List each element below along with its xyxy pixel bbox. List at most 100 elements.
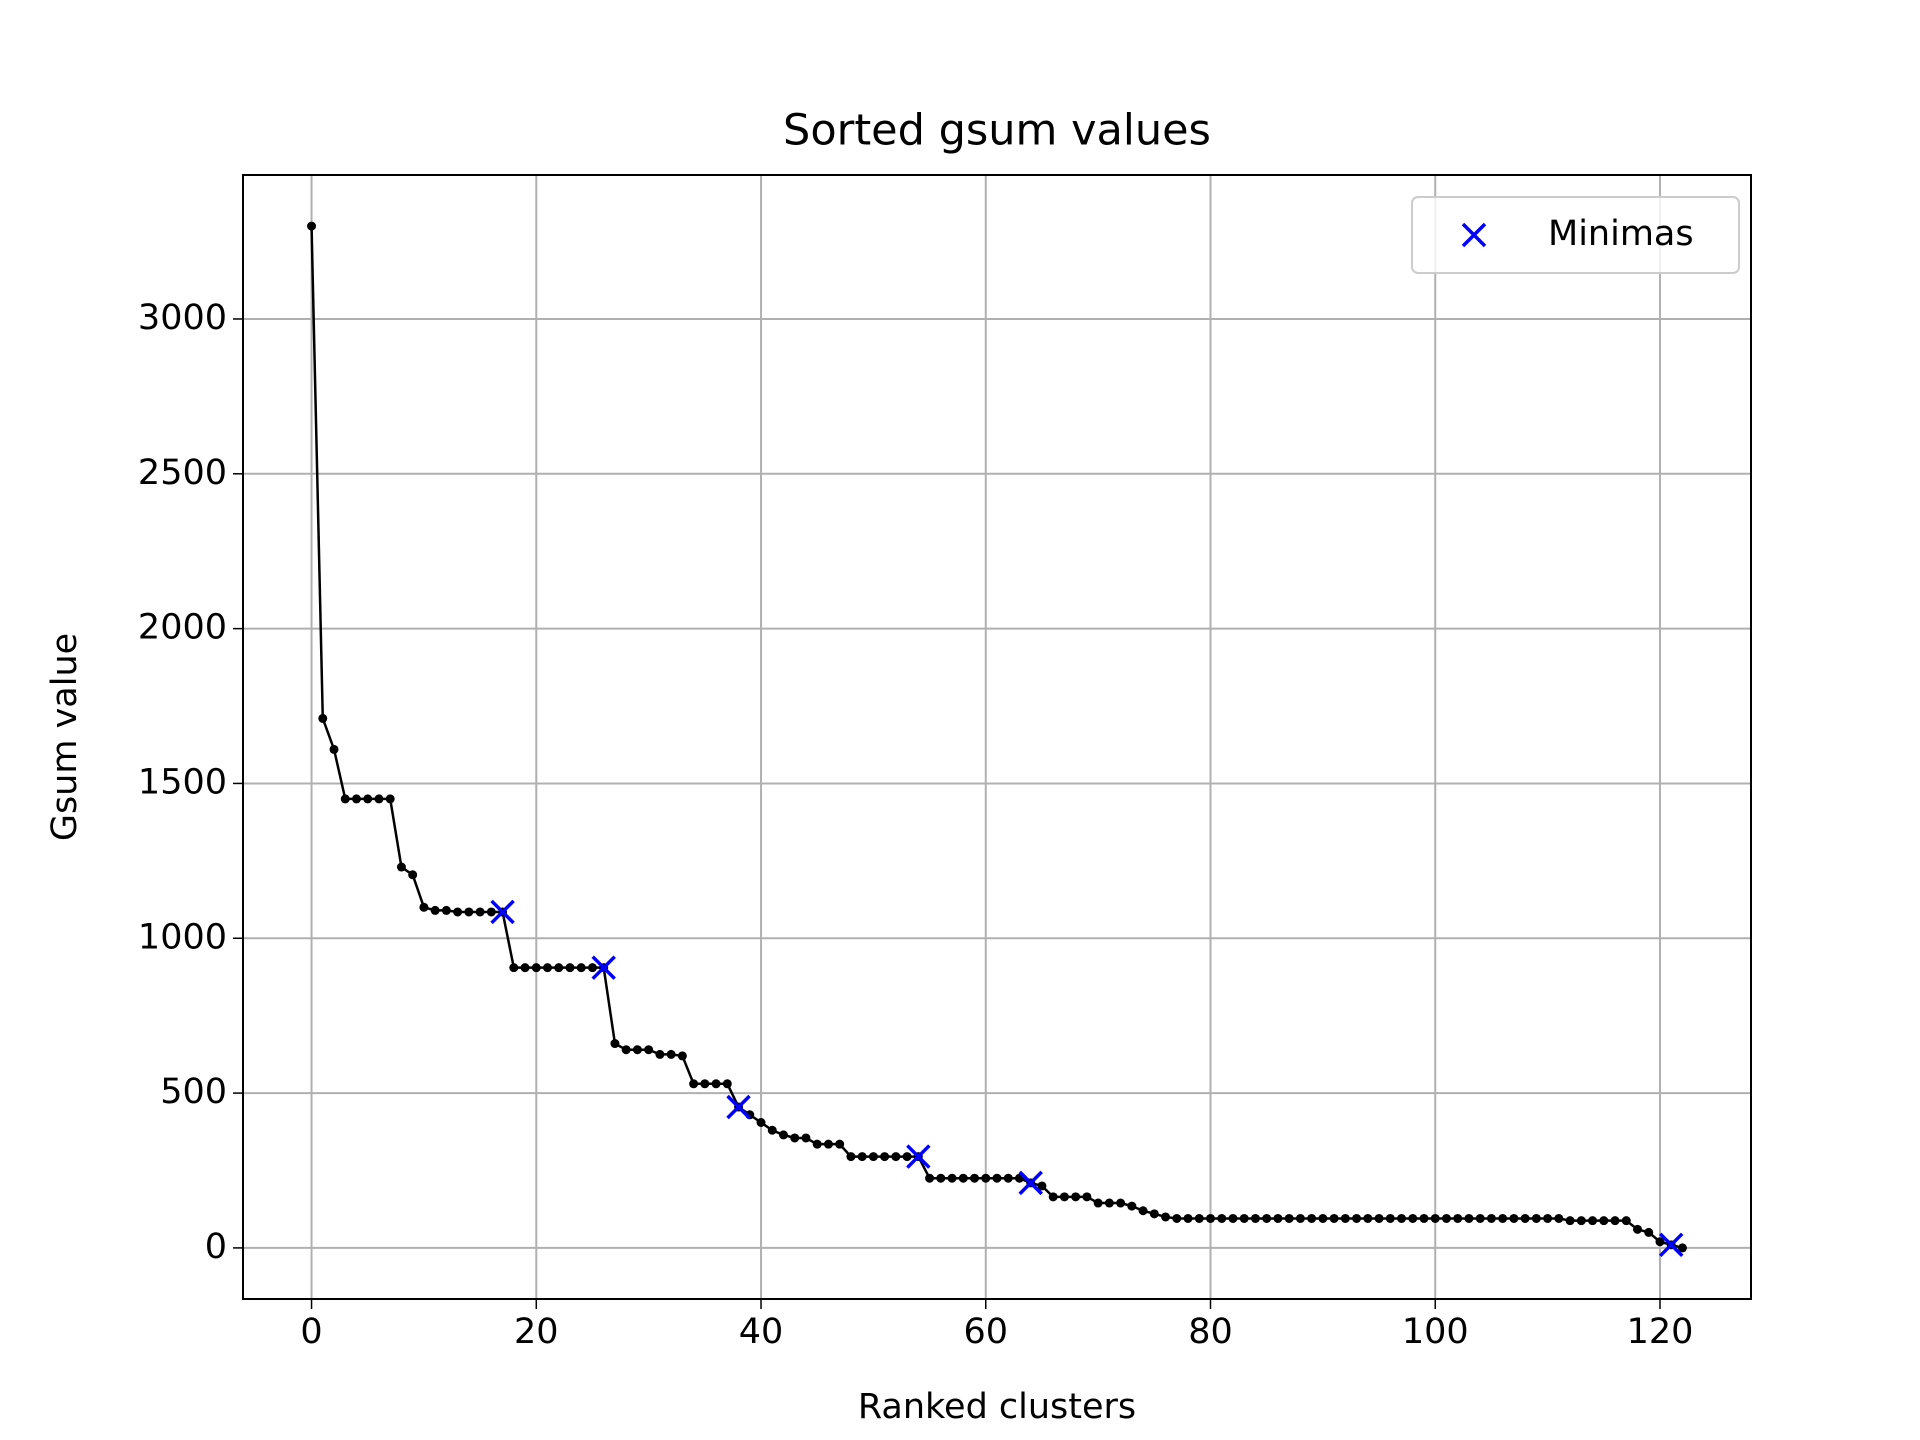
data-point bbox=[1329, 1213, 1339, 1223]
data-point bbox=[891, 1152, 901, 1162]
data-point bbox=[1262, 1213, 1272, 1223]
data-point bbox=[756, 1118, 766, 1128]
data-point bbox=[767, 1125, 777, 1135]
x-tick-label: 0 bbox=[300, 1312, 322, 1352]
minima-marker bbox=[490, 899, 515, 925]
data-point bbox=[1486, 1213, 1496, 1223]
minima-marker bbox=[1658, 1232, 1684, 1258]
data-point bbox=[385, 794, 395, 804]
data-point bbox=[565, 963, 575, 973]
data-point bbox=[925, 1173, 935, 1183]
data-point bbox=[1206, 1213, 1216, 1223]
data-point bbox=[1453, 1213, 1463, 1223]
data-point bbox=[621, 1045, 631, 1055]
minima-marker bbox=[726, 1094, 751, 1120]
data-point bbox=[700, 1079, 710, 1089]
data-point bbox=[1172, 1213, 1182, 1223]
data-point bbox=[1127, 1201, 1137, 1211]
legend-label: Minimas bbox=[1548, 214, 1694, 254]
data-point bbox=[1498, 1213, 1508, 1223]
data-point bbox=[1093, 1198, 1103, 1208]
data-point bbox=[666, 1049, 676, 1059]
data-point bbox=[823, 1139, 833, 1149]
data-point bbox=[351, 794, 361, 804]
data-point bbox=[1194, 1213, 1204, 1223]
y-axis-label: Gsum value bbox=[45, 633, 85, 841]
y-tick-label: 2000 bbox=[138, 608, 227, 648]
data-point bbox=[1217, 1213, 1227, 1223]
data-point bbox=[677, 1051, 687, 1061]
data-point bbox=[722, 1079, 732, 1089]
data-point bbox=[1116, 1198, 1126, 1208]
data-point bbox=[1318, 1213, 1328, 1223]
data-point bbox=[655, 1049, 665, 1059]
data-point bbox=[363, 794, 373, 804]
chart-title: Sorted gsum values bbox=[783, 106, 1211, 156]
data-point bbox=[1588, 1216, 1598, 1226]
x-tick-label: 80 bbox=[1188, 1312, 1233, 1352]
data-point bbox=[1397, 1213, 1407, 1223]
data-point bbox=[846, 1152, 856, 1162]
data-point bbox=[307, 221, 317, 231]
data-point bbox=[790, 1133, 800, 1143]
data-point bbox=[543, 963, 553, 973]
data-point bbox=[340, 794, 350, 804]
minima-marker bbox=[591, 955, 616, 980]
data-point bbox=[1037, 1181, 1047, 1191]
data-point bbox=[902, 1152, 912, 1162]
data-point bbox=[1250, 1213, 1260, 1223]
data-point bbox=[1284, 1213, 1294, 1223]
data-point bbox=[835, 1139, 845, 1149]
data-point bbox=[812, 1139, 822, 1149]
data-point bbox=[1464, 1213, 1474, 1223]
legend-box bbox=[1411, 196, 1740, 274]
data-point bbox=[1430, 1213, 1440, 1223]
data-point bbox=[587, 963, 597, 973]
data-point bbox=[1352, 1213, 1362, 1223]
data-point bbox=[430, 905, 440, 915]
data-point bbox=[475, 907, 485, 917]
y-tick-label: 0 bbox=[205, 1227, 227, 1267]
data-point bbox=[1520, 1213, 1530, 1223]
data-point bbox=[1441, 1213, 1451, 1223]
data-point bbox=[992, 1173, 1002, 1183]
data-point bbox=[329, 744, 339, 754]
data-point bbox=[1599, 1216, 1609, 1226]
data-point bbox=[801, 1133, 811, 1143]
data-point bbox=[441, 905, 451, 915]
data-point bbox=[1239, 1213, 1249, 1223]
data-point bbox=[1475, 1213, 1485, 1223]
data-point bbox=[1307, 1213, 1317, 1223]
data-point bbox=[1531, 1213, 1541, 1223]
data-point bbox=[509, 963, 519, 973]
data-point bbox=[1104, 1198, 1114, 1208]
data-point bbox=[958, 1173, 968, 1183]
data-point bbox=[1273, 1213, 1283, 1223]
data-point bbox=[689, 1079, 699, 1089]
data-point bbox=[1677, 1243, 1687, 1253]
data-point bbox=[419, 902, 429, 912]
data-point bbox=[408, 870, 418, 880]
data-point bbox=[520, 963, 530, 973]
y-tick-label: 3000 bbox=[138, 298, 227, 338]
data-point bbox=[610, 1039, 620, 1049]
data-point bbox=[1633, 1224, 1643, 1234]
x-axis-label: Ranked clusters bbox=[858, 1387, 1136, 1427]
data-point bbox=[531, 963, 541, 973]
data-point bbox=[1228, 1213, 1238, 1223]
data-point bbox=[1621, 1216, 1631, 1226]
data-point bbox=[464, 907, 474, 917]
data-point bbox=[947, 1173, 957, 1183]
data-point bbox=[857, 1152, 867, 1162]
data-point bbox=[1374, 1213, 1384, 1223]
data-point bbox=[453, 907, 463, 917]
data-point bbox=[318, 713, 328, 723]
data-point bbox=[970, 1173, 980, 1183]
data-point bbox=[1082, 1192, 1092, 1202]
data-point bbox=[868, 1152, 878, 1162]
x-tick-label: 40 bbox=[739, 1312, 784, 1352]
data-point bbox=[936, 1173, 946, 1183]
y-tick-label: 1500 bbox=[138, 762, 227, 802]
data-point bbox=[576, 963, 586, 973]
